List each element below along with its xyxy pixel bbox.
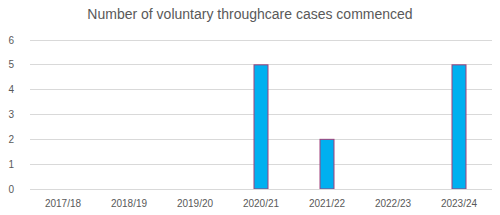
background	[0, 0, 500, 215]
y-tick-label: 6	[8, 35, 14, 46]
bar	[452, 65, 466, 189]
y-tick-label: 3	[8, 109, 14, 120]
x-tick-label: 2021/22	[309, 198, 346, 209]
bar	[254, 65, 268, 189]
x-tick-label: 2020/21	[243, 198, 280, 209]
title: Number of voluntary throughcare cases co…	[87, 6, 412, 22]
bar	[188, 189, 202, 190]
x-tick-label: 2017/18	[45, 198, 82, 209]
x-tick-label: 2019/20	[177, 198, 214, 209]
y-tick-label: 2	[8, 134, 14, 145]
bars	[254, 65, 466, 189]
x-tick-label: 2023/24	[441, 198, 478, 209]
x-tick-label: 2018/19	[111, 198, 148, 209]
y-tick-label: 0	[8, 184, 14, 195]
x-tick-label: 2022/23	[375, 198, 412, 209]
grid-line	[30, 40, 492, 41]
chart: Number of voluntary throughcare cases co…	[0, 0, 500, 215]
y-tick-label: 4	[8, 84, 14, 95]
y-tick-label: 1	[8, 159, 14, 170]
bar	[122, 189, 136, 190]
bar	[56, 189, 70, 190]
y-tick-label: 5	[8, 59, 14, 70]
bar	[320, 139, 334, 189]
bar	[386, 189, 400, 190]
